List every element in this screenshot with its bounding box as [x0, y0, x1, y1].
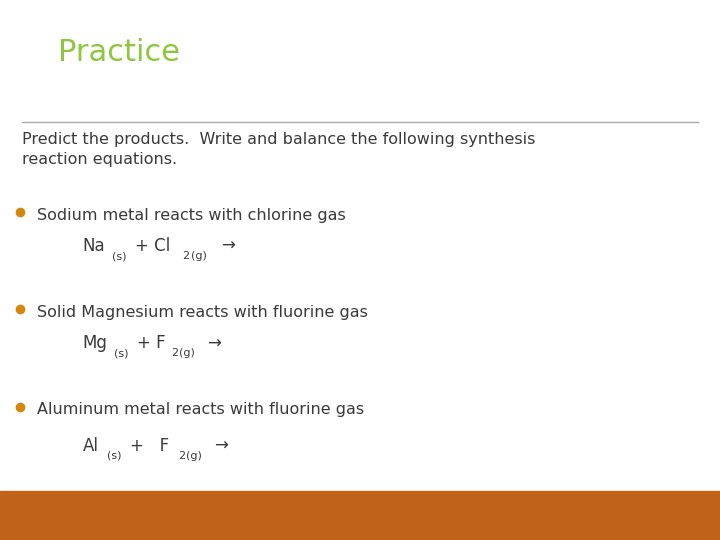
Text: Practice: Practice [58, 38, 179, 67]
Text: Aluminum metal reacts with fluorine gas: Aluminum metal reacts with fluorine gas [37, 402, 364, 417]
Text: 2: 2 [171, 348, 178, 359]
Text: (s): (s) [112, 251, 126, 261]
Text: 2: 2 [182, 251, 189, 261]
Bar [0, 491, 720, 540]
Text: →: → [207, 334, 220, 352]
Text: (g): (g) [191, 251, 207, 261]
Text: Sodium metal reacts with chlorine gas: Sodium metal reacts with chlorine gas [37, 208, 346, 223]
Text: + Cl: + Cl [135, 237, 170, 255]
Text: 2: 2 [178, 451, 185, 461]
Text: Na: Na [83, 237, 105, 255]
Text: +   F: + F [130, 437, 168, 455]
Text: →: → [221, 237, 235, 255]
Text: Predict the products.  Write and balance the following synthesis
reaction equati: Predict the products. Write and balance … [22, 132, 535, 167]
Text: (s): (s) [114, 348, 128, 359]
Text: Solid Magnesium reacts with fluorine gas: Solid Magnesium reacts with fluorine gas [37, 305, 369, 320]
Text: →: → [214, 437, 228, 455]
Text: Mg: Mg [83, 334, 108, 352]
Text: (g): (g) [186, 451, 202, 461]
Text: Al: Al [83, 437, 99, 455]
Text: (s): (s) [107, 451, 121, 461]
Text: (g): (g) [179, 348, 195, 359]
Text: + F: + F [137, 334, 166, 352]
